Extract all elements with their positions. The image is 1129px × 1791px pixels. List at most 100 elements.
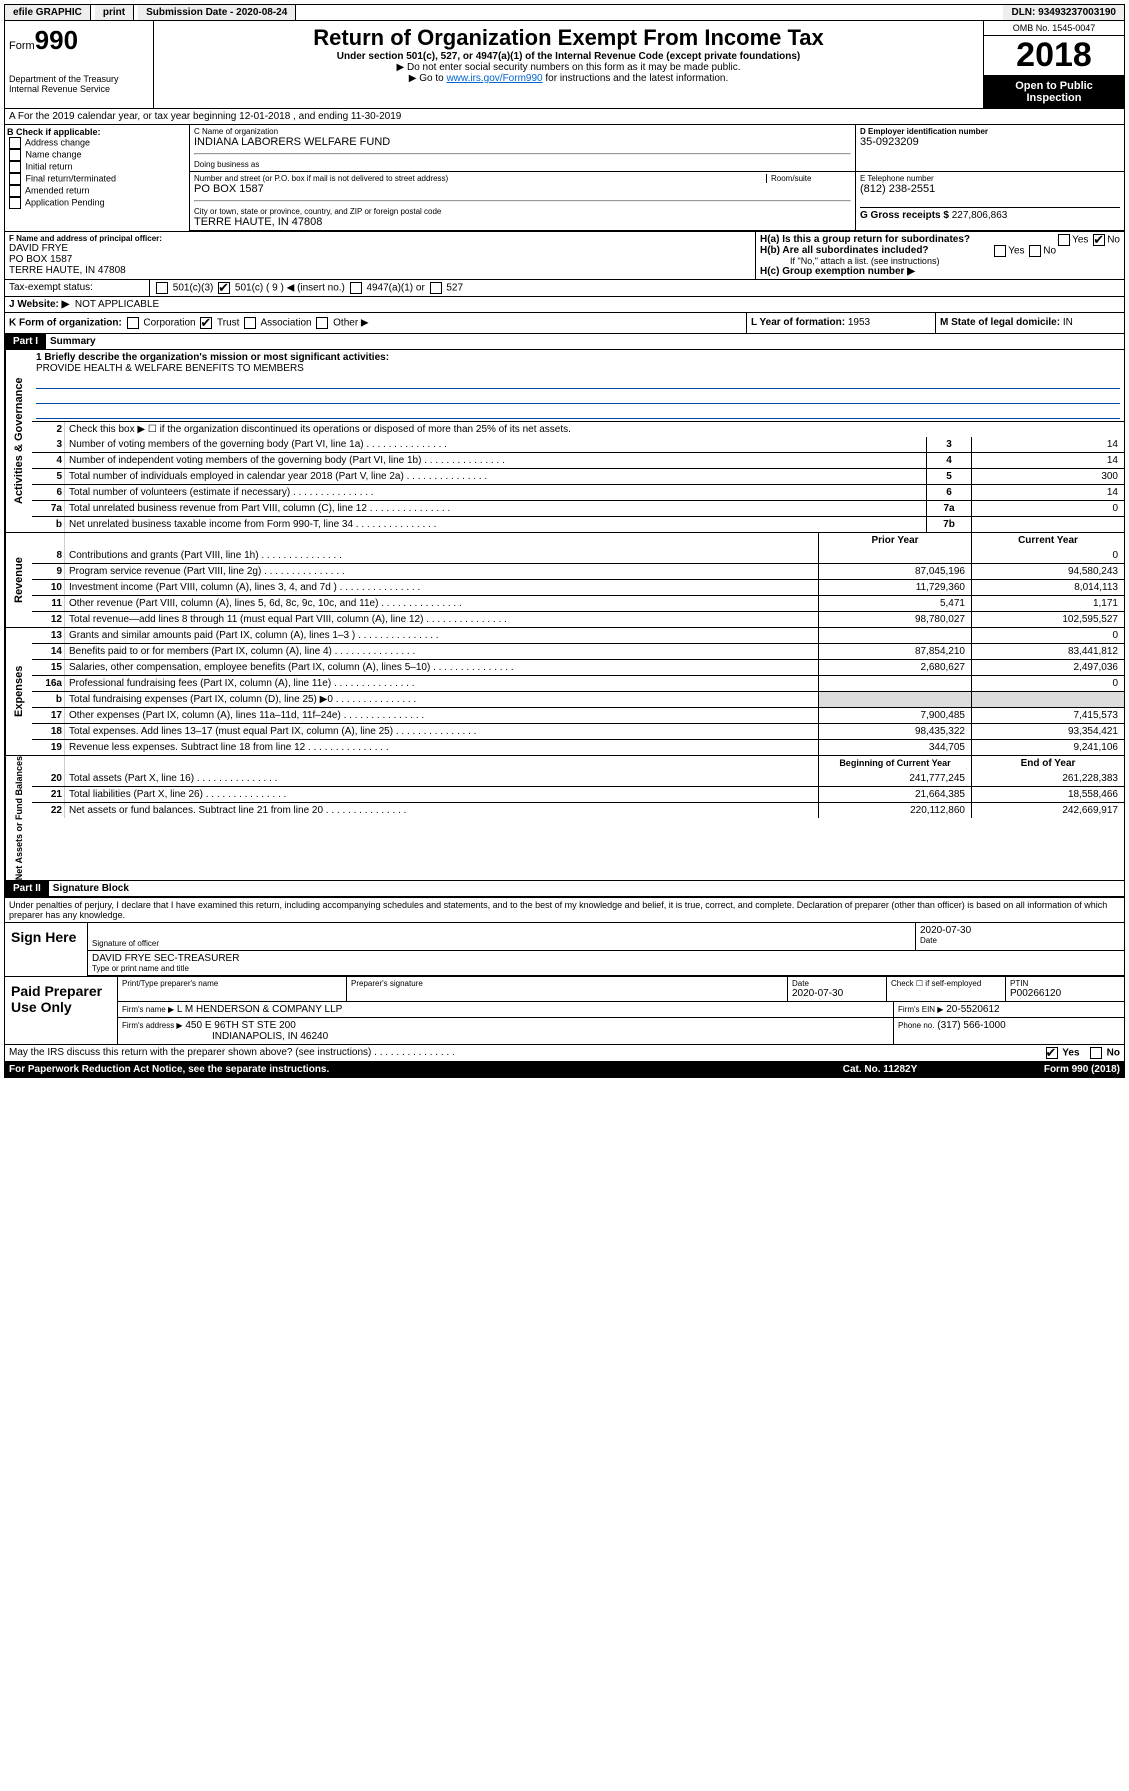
side-expenses: Expenses bbox=[5, 628, 32, 755]
bcy-hdr: Beginning of Current Year bbox=[818, 756, 971, 771]
cb-501c3[interactable] bbox=[156, 282, 168, 294]
website-label: J Website: ▶ bbox=[9, 299, 69, 310]
mission-text: PROVIDE HEALTH & WELFARE BENEFITS TO MEM… bbox=[36, 363, 1120, 374]
cb-discuss-yes[interactable] bbox=[1046, 1047, 1058, 1059]
subtitle-3: ▶ Go to www.irs.gov/Form990 for instruct… bbox=[158, 73, 979, 84]
pra-notice: For Paperwork Reduction Act Notice, see … bbox=[9, 1064, 800, 1075]
paid-preparer-label: Paid Preparer Use Only bbox=[5, 977, 118, 1044]
form-header: Form990 Department of the Treasury Inter… bbox=[4, 21, 1125, 109]
line-b: bTotal fundraising expenses (Part IX, co… bbox=[32, 691, 1124, 707]
line-20: 20Total assets (Part X, line 16)241,777,… bbox=[32, 771, 1124, 786]
phone-label: E Telephone number bbox=[860, 174, 1120, 183]
cb-527[interactable] bbox=[430, 282, 442, 294]
officer-label: F Name and address of principal officer: bbox=[9, 234, 751, 243]
omb-number: OMB No. 1545-0047 bbox=[984, 21, 1124, 36]
dba-label: Doing business as bbox=[194, 160, 851, 169]
prep-date-label: Date bbox=[792, 979, 882, 988]
date-label: Date bbox=[920, 936, 1120, 945]
firm-phone-label: Phone no. bbox=[898, 1021, 934, 1030]
form-org-label: K Form of organization: bbox=[9, 318, 122, 329]
part1-header: Part I Summary bbox=[4, 334, 1125, 350]
perjury-text: Under penalties of perjury, I declare th… bbox=[5, 897, 1124, 922]
cat-no: Cat. No. 11282Y bbox=[800, 1064, 960, 1075]
part1-title: Summary bbox=[46, 334, 100, 349]
efile-label: efile GRAPHIC bbox=[5, 5, 91, 20]
city-value: TERRE HAUTE, IN 47808 bbox=[194, 216, 851, 228]
cb-application-pending[interactable] bbox=[9, 197, 21, 209]
firm-addr: 450 E 96TH ST STE 200 bbox=[185, 1020, 295, 1031]
l2: Check this box ▶ ☐ if the organization d… bbox=[65, 422, 1124, 437]
eoy-hdr: End of Year bbox=[971, 756, 1124, 771]
part1-expenses: Expenses 13Grants and similar amounts pa… bbox=[4, 628, 1125, 756]
line-10: 10Investment income (Part VIII, column (… bbox=[32, 579, 1124, 595]
line-11: 11Other revenue (Part VIII, column (A), … bbox=[32, 595, 1124, 611]
current-year-hdr: Current Year bbox=[971, 533, 1124, 548]
line-15: 15Salaries, other compensation, employee… bbox=[32, 659, 1124, 675]
mission-label: 1 Briefly describe the organization's mi… bbox=[36, 352, 1120, 363]
cb-assoc[interactable] bbox=[244, 317, 256, 329]
gross-value: 227,806,863 bbox=[952, 210, 1008, 221]
tax-period: A For the 2019 calendar year, or tax yea… bbox=[4, 109, 1125, 125]
prep-date: 2020-07-30 bbox=[792, 988, 882, 999]
tax-exempt-row: Tax-exempt status: 501(c)(3) 501(c) ( 9 … bbox=[4, 280, 1125, 297]
sign-here-label: Sign Here bbox=[5, 923, 88, 976]
state-domicile: IN bbox=[1063, 317, 1073, 328]
room-label: Room/suite bbox=[766, 174, 851, 183]
address: PO BOX 1587 bbox=[194, 183, 851, 195]
cb-hb-no[interactable] bbox=[1029, 245, 1041, 257]
cb-trust[interactable] bbox=[200, 317, 212, 329]
cb-corp[interactable] bbox=[127, 317, 139, 329]
year-formed-label: L Year of formation: bbox=[751, 317, 845, 328]
ein-label: D Employer identification number bbox=[860, 127, 1120, 136]
cb-amended[interactable] bbox=[9, 185, 21, 197]
cb-ha-no[interactable] bbox=[1093, 234, 1105, 246]
form-990-label: Form990 bbox=[9, 25, 149, 56]
line-16a: 16aProfessional fundraising fees (Part I… bbox=[32, 675, 1124, 691]
prior-year-hdr: Prior Year bbox=[818, 533, 971, 548]
firm-name-label: Firm's name ▶ bbox=[122, 1005, 174, 1014]
line-17: 17Other expenses (Part IX, column (A), l… bbox=[32, 707, 1124, 723]
cb-address-change[interactable] bbox=[9, 137, 21, 149]
cb-ha-yes[interactable] bbox=[1058, 234, 1070, 246]
irs-link[interactable]: www.irs.gov/Form990 bbox=[446, 73, 542, 84]
col-b-checkboxes: B Check if applicable: Address change Na… bbox=[5, 125, 190, 231]
discuss-row: May the IRS discuss this return with the… bbox=[4, 1045, 1125, 1062]
subtitle-2: ▶ Do not enter social security numbers o… bbox=[158, 62, 979, 73]
signature-block: Under penalties of perjury, I declare th… bbox=[4, 897, 1125, 1045]
firm-ein: 20-5520612 bbox=[946, 1004, 999, 1015]
officer-addr2: TERRE HAUTE, IN 47808 bbox=[9, 265, 751, 276]
cb-4947[interactable] bbox=[350, 282, 362, 294]
prep-name-label: Print/Type preparer's name bbox=[122, 979, 342, 988]
cb-other[interactable] bbox=[316, 317, 328, 329]
cb-name-change[interactable] bbox=[9, 149, 21, 161]
line-21: 21Total liabilities (Part X, line 26)21,… bbox=[32, 786, 1124, 802]
cb-final-return[interactable] bbox=[9, 173, 21, 185]
line-12: 12Total revenue—add lines 8 through 11 (… bbox=[32, 611, 1124, 627]
addr-label: Number and street (or P.O. box if mail i… bbox=[194, 174, 766, 183]
gov-line-4: 4Number of independent voting members of… bbox=[32, 452, 1124, 468]
hc-row: H(c) Group exemption number ▶ bbox=[760, 266, 1120, 277]
side-governance: Activities & Governance bbox=[5, 350, 32, 532]
website-value: NOT APPLICABLE bbox=[75, 299, 159, 310]
sig-date: 2020-07-30 bbox=[920, 925, 1120, 936]
form-footer: Form 990 (2018) bbox=[960, 1064, 1120, 1075]
discuss-question: May the IRS discuss this return with the… bbox=[9, 1047, 1044, 1059]
gross-label: G Gross receipts $ bbox=[860, 210, 949, 221]
part1-badge: Part I bbox=[5, 334, 46, 349]
line-18: 18Total expenses. Add lines 13–17 (must … bbox=[32, 723, 1124, 739]
cb-hb-yes[interactable] bbox=[994, 245, 1006, 257]
side-revenue: Revenue bbox=[5, 533, 32, 627]
part1-governance: Activities & Governance 1 Briefly descri… bbox=[4, 350, 1125, 533]
tax-year: 2018 bbox=[984, 36, 1124, 76]
print-button[interactable]: print bbox=[95, 5, 134, 20]
cb-discuss-no[interactable] bbox=[1090, 1047, 1102, 1059]
cb-501c[interactable] bbox=[218, 282, 230, 294]
ein-value: 35-0923209 bbox=[860, 136, 1120, 148]
self-employed: Check ☐ if self-employed bbox=[887, 977, 1006, 1001]
info-block: B Check if applicable: Address change Na… bbox=[4, 125, 1125, 232]
form-title: Return of Organization Exempt From Incom… bbox=[158, 25, 979, 51]
cb-initial-return[interactable] bbox=[9, 161, 21, 173]
dept-label: Department of the Treasury Internal Reve… bbox=[9, 74, 149, 94]
prep-sig-label: Preparer's signature bbox=[351, 979, 783, 988]
org-name-label: C Name of organization bbox=[194, 127, 851, 136]
